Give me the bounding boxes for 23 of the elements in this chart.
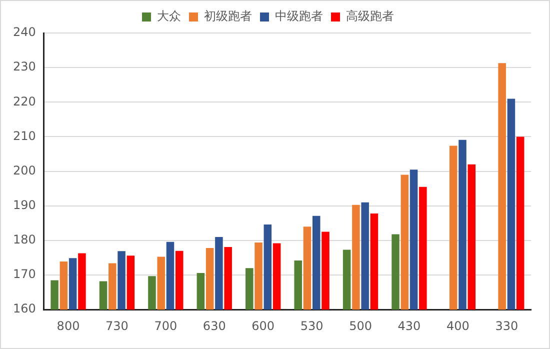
legend-label: 初级跑者 [204,9,252,24]
x-tick-label: 700 [154,318,178,333]
x-tick-label: 330 [495,318,518,333]
y-tick-label: 220 [13,94,36,108]
y-tick-label: 190 [13,198,36,212]
legend-label: 大众 [157,9,181,24]
x-tick-label: 730 [106,318,128,333]
y-tick-label: 240 [13,25,36,40]
x-tick-label: 500 [349,318,372,333]
x-tick-label: 430 [398,318,421,333]
legend-label: 中级跑者 [275,9,323,24]
x-tick-label: 630 [202,318,226,333]
y-tick-label: 180 [13,232,36,247]
y-tick-label: 230 [13,60,36,74]
x-tick-label: 600 [252,318,275,333]
x-tick-label: 800 [56,318,80,333]
x-tick-label: 530 [300,318,324,333]
y-tick-label: 210 [13,128,36,143]
x-tick-label: 400 [446,318,470,333]
y-tick-label: 170 [13,267,36,282]
y-tick-label: 200 [13,163,36,178]
legend-label: 高级跑者 [346,9,394,24]
y-tick-label: 160 [13,302,36,316]
